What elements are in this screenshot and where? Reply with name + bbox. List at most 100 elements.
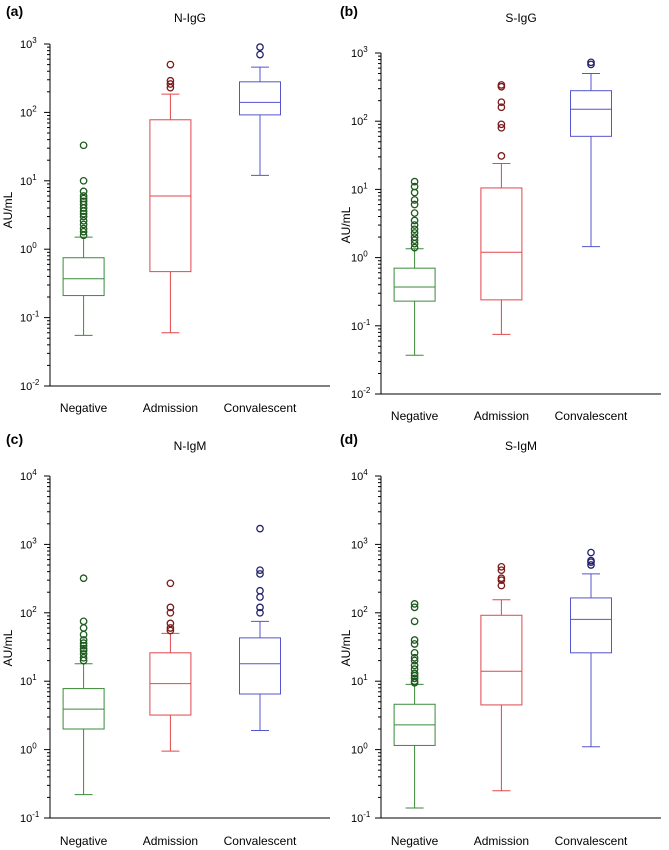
outlier-point	[410, 617, 419, 626]
outlier-point	[410, 225, 419, 234]
box-group-convalescent	[570, 58, 612, 248]
chart-panel: (a) N-IgG AU/mL 10-2 10-1 100 101 102 103 Negativ…	[1, 3, 330, 415]
x-category-label: Admission	[474, 834, 529, 848]
outlier-point	[79, 176, 88, 185]
outlier-point	[79, 224, 88, 233]
outlier-point	[79, 220, 88, 229]
box-group-negative	[62, 574, 105, 796]
outlier-point	[256, 603, 264, 612]
outlier-point	[79, 197, 88, 206]
x-category-label: Convalescent	[224, 834, 297, 848]
outlier-point	[410, 653, 419, 662]
y-tick-label: 10-2	[351, 386, 371, 401]
panel-label: (a)	[6, 3, 23, 19]
x-category-label: Negative	[60, 834, 108, 848]
x-category-label: Negative	[391, 409, 439, 423]
iqr-box	[480, 614, 523, 706]
outlier-point	[410, 677, 419, 686]
outlier-point	[79, 650, 88, 658]
y-tick-label: 103	[20, 536, 37, 551]
outlier-point	[79, 216, 88, 225]
panel-title: N-IgG	[174, 11, 206, 25]
iqr-box	[480, 187, 523, 301]
outlier-point	[79, 639, 88, 647]
outlier-point	[79, 624, 88, 632]
outlier-point	[410, 665, 419, 674]
outlier-point	[410, 182, 419, 191]
y-axis-label: AU/mL	[1, 629, 15, 666]
y-tick-label: 10-1	[20, 310, 40, 325]
panel-title: S-IgG	[505, 11, 536, 25]
outlier-point	[166, 626, 175, 635]
y-tick-label: 102	[20, 605, 37, 620]
y-tick-label: 102	[351, 605, 368, 620]
iqr-box	[62, 257, 105, 297]
outlier-point	[410, 221, 419, 229]
panel-label: (c)	[6, 431, 23, 447]
box-group-admission	[149, 60, 192, 334]
outlier-point	[256, 593, 264, 601]
outlier-point	[410, 669, 419, 678]
outlier-point	[497, 103, 506, 112]
box-group-admission	[149, 579, 192, 752]
outlier-point	[410, 216, 419, 225]
y-axis-label: AU/mL	[339, 629, 353, 666]
iqr-box	[570, 597, 612, 654]
y-tick-label: 10-2	[20, 378, 40, 393]
outlier-point	[256, 586, 264, 595]
x-category-label: Admission	[474, 409, 529, 423]
chart-panel: (d) S-IgM AU/mL 10-1 100 101 102 103 104 Negative…	[339, 431, 661, 848]
outlier-point	[79, 641, 88, 650]
iqr-box	[570, 90, 612, 137]
outlier-point	[256, 608, 264, 617]
outlier-point	[166, 619, 175, 628]
outlier-point	[497, 566, 506, 575]
box-group-admission	[480, 562, 523, 792]
y-axis-label: AU/mL	[1, 191, 15, 228]
iqr-box	[239, 637, 281, 695]
chart-panel: (b) S-IgG AU/mL 10-2 10-1 100 101 102 103 Negativ…	[339, 3, 661, 423]
y-tick-label: 100	[20, 742, 37, 757]
outlier-point	[410, 600, 419, 608]
outlier-point	[410, 656, 419, 665]
y-tick-label: 102	[20, 104, 37, 119]
outlier-point	[587, 561, 595, 569]
y-tick-label: 101	[20, 673, 37, 688]
y-tick-label: 101	[351, 673, 368, 688]
outlier-point	[497, 574, 506, 583]
y-tick-label: 101	[20, 173, 37, 188]
y-tick-label: 104	[20, 468, 37, 483]
outlier-point	[410, 243, 419, 252]
outlier-point	[410, 648, 419, 657]
outlier-point	[410, 233, 419, 241]
y-tick-label: 103	[351, 45, 368, 60]
outlier-point	[79, 636, 88, 644]
outlier-point	[497, 123, 506, 132]
outlier-point	[166, 60, 175, 69]
x-category-label: Negative	[60, 401, 108, 415]
y-tick-label: 10-1	[351, 318, 371, 333]
outlier-point	[410, 603, 419, 612]
outlier-point	[410, 209, 419, 217]
iqr-box	[393, 267, 436, 302]
y-tick-label: 101	[351, 181, 368, 196]
outlier-point	[587, 556, 595, 565]
outlier-point	[79, 653, 88, 662]
y-tick-label: 100	[351, 250, 368, 265]
outlier-point	[497, 98, 506, 107]
box-group-negative	[62, 141, 105, 336]
y-tick-label: 104	[351, 468, 368, 483]
outlier-point	[166, 80, 175, 88]
box-group-convalescent	[570, 548, 612, 748]
outlier-point	[497, 581, 506, 590]
panel-title: N-IgM	[174, 439, 207, 453]
y-tick-label: 102	[351, 113, 368, 128]
iqr-box	[239, 81, 281, 116]
x-category-label: Admission	[143, 401, 198, 415]
box-group-convalescent	[239, 524, 281, 732]
y-tick-label: 103	[20, 36, 37, 51]
x-category-label: Convalescent	[555, 834, 628, 848]
outlier-point	[410, 640, 419, 648]
outlier-point	[166, 579, 175, 588]
